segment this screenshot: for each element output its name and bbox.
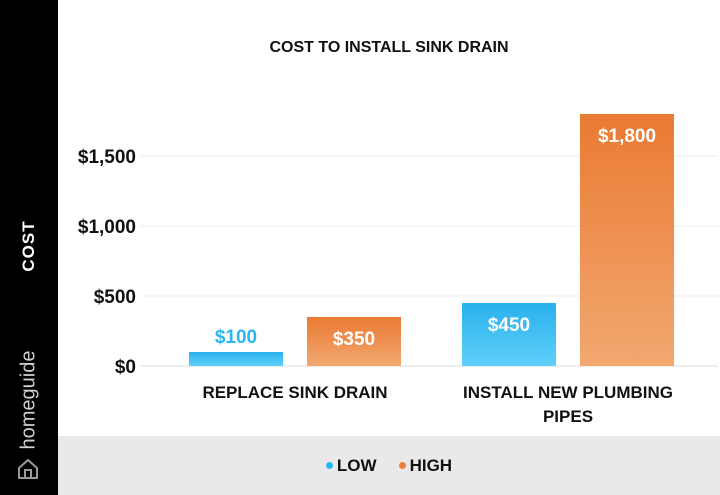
legend-label-low: LOW bbox=[336, 455, 377, 475]
y-tick-label: $1,000 bbox=[78, 217, 136, 238]
bar-high bbox=[307, 317, 401, 366]
legend-item-high: HIGH bbox=[398, 455, 453, 476]
bar-low bbox=[462, 303, 556, 366]
legend-dot-high bbox=[398, 462, 406, 469]
legend-item-low: LOW bbox=[325, 455, 377, 476]
legend: LOW HIGH bbox=[58, 436, 720, 495]
legend-dot-low bbox=[325, 462, 333, 469]
data-label-high: $1,800 bbox=[598, 126, 656, 147]
y-axis-title: COST bbox=[19, 220, 38, 272]
brand-logo-text: homeguide bbox=[17, 350, 40, 450]
chart-title: COST TO INSTALL SINK DRAIN bbox=[269, 39, 508, 56]
y-tick-label: $500 bbox=[94, 287, 136, 308]
data-label-low: $100 bbox=[215, 327, 257, 348]
house-icon bbox=[18, 459, 38, 479]
y-tick-label: $0 bbox=[115, 357, 136, 378]
y-tick-label: $1,500 bbox=[78, 147, 136, 168]
category-label: INSTALL NEW PLUMBING PIPES bbox=[463, 383, 673, 426]
bar-high bbox=[580, 114, 674, 366]
category-label: REPLACE SINK DRAIN bbox=[202, 383, 387, 402]
bar-chart: COST TO INSTALL SINK DRAIN $0 $500 $1,000 $… bbox=[78, 39, 718, 426]
sidebar: COST homeguide bbox=[0, 0, 58, 495]
bar-low bbox=[189, 352, 283, 366]
data-label-low: $450 bbox=[488, 315, 530, 336]
legend-label-high: HIGH bbox=[409, 455, 453, 475]
data-label-high: $350 bbox=[333, 329, 375, 350]
